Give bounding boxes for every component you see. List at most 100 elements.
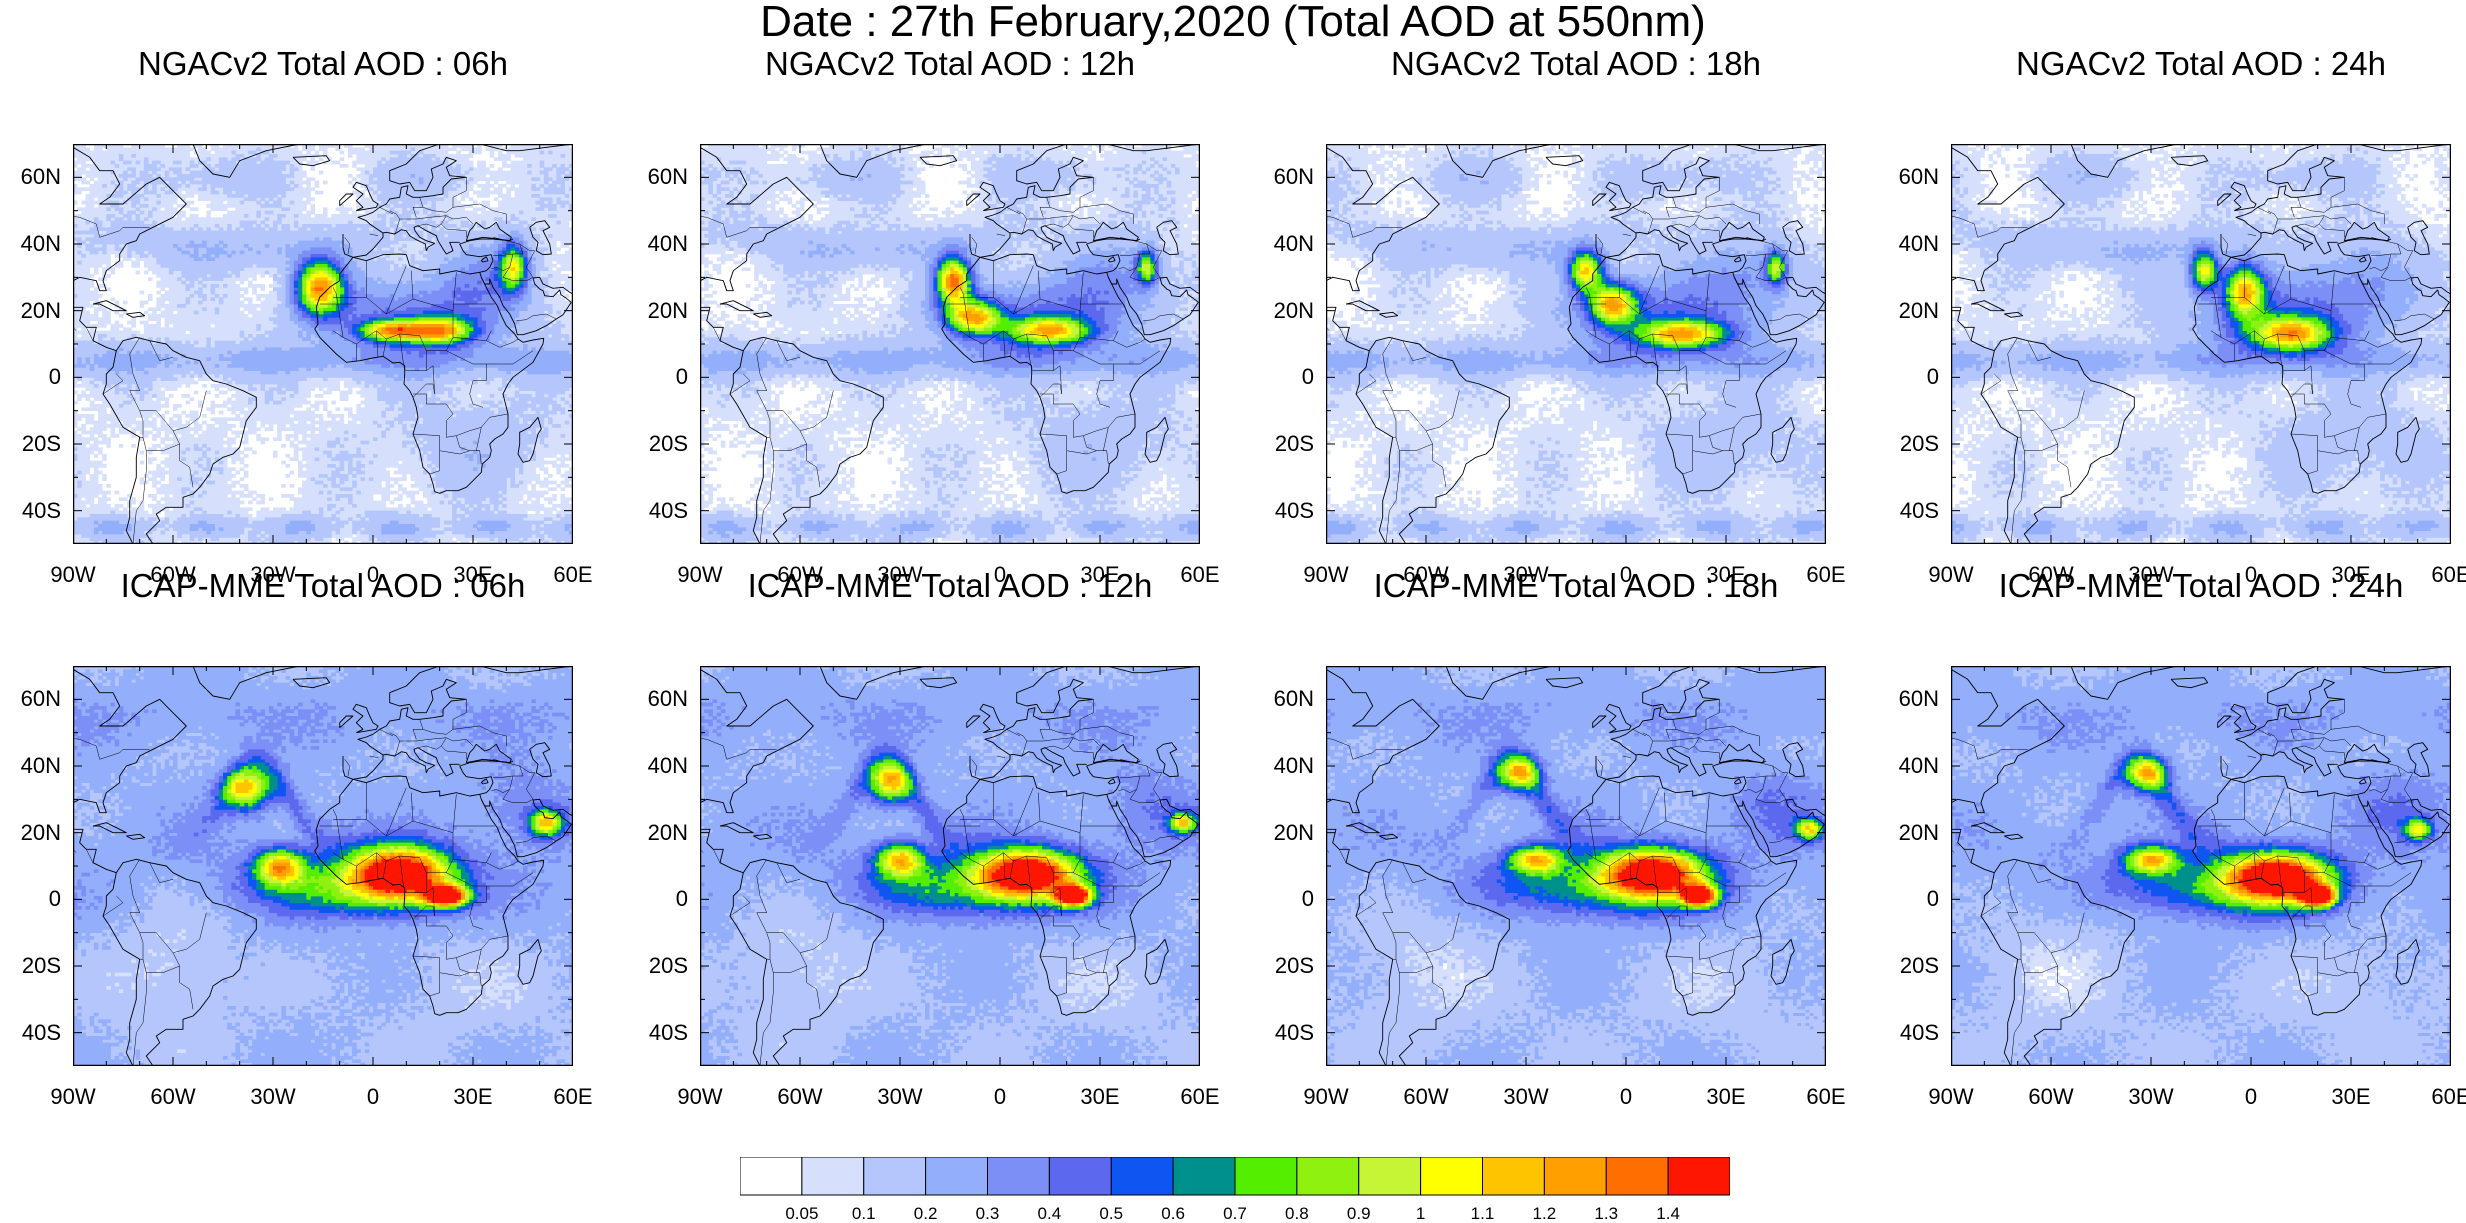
lon-tick-label: 90W: [677, 562, 723, 587]
coastline: [1595, 666, 1826, 780]
country-border: [1652, 855, 1688, 917]
lon-tick-label: 30W: [2128, 1084, 2174, 1109]
country-border: [2397, 243, 2413, 278]
coastline: [969, 144, 1200, 258]
country-border: [1139, 872, 1161, 887]
country-border: [2290, 383, 2313, 398]
country-border: [2394, 313, 2435, 321]
map-panel: ICAP-MME Total AOD : 24h 60N 40N 20N 0 20S 40S…: [1899, 568, 2466, 1108]
coastline: [2170, 677, 2209, 689]
lon-tick-label: 30E: [2331, 1084, 2371, 1109]
country-border: [1096, 886, 1114, 930]
country-border: [456, 957, 470, 973]
coastline: [2070, 666, 2179, 700]
coastline: [1345, 300, 1380, 312]
country-border: [1675, 719, 1707, 735]
coastline: [2230, 181, 2257, 212]
panel-title: ICAP-MME Total AOD : 12h: [747, 567, 1153, 604]
country-border: [1021, 218, 1027, 235]
country-border: [512, 350, 534, 365]
country-border: [799, 390, 834, 431]
colorbar-tick-label: 1.4: [1656, 1204, 1680, 1223]
panel-title: NGACv2 Total AOD : 12h: [765, 45, 1135, 82]
country-border: [1666, 915, 1762, 960]
country-border: [1632, 729, 1647, 737]
lon-tick-label: 60W: [1403, 1084, 1449, 1109]
country-border: [86, 327, 94, 341]
lon-tick-label: 60E: [553, 1084, 593, 1109]
country-border: [1039, 383, 1062, 398]
country-border: [369, 755, 379, 758]
country-border: [491, 775, 514, 793]
aod-field: [1951, 144, 2451, 544]
country-border: [417, 745, 442, 750]
country-border: [2390, 872, 2412, 887]
country-border: [1705, 177, 1720, 198]
coastline: [2004, 833, 2024, 840]
country-border: [516, 313, 557, 321]
country-border: [971, 759, 977, 777]
map-panel: ICAP-MME Total AOD : 18h 60N 40N 20N 0 20S 40S…: [1274, 568, 1846, 1108]
coastline: [2260, 747, 2338, 777]
country-border: [1745, 237, 1777, 256]
country-border: [2027, 862, 2052, 883]
lat-tick-label: 20N: [20, 297, 61, 323]
lat-tick-label: 20N: [647, 297, 688, 323]
country-border: [1597, 759, 1603, 777]
country-border: [1079, 699, 1094, 720]
lon-tick-label: 30W: [877, 1084, 923, 1109]
map-panel: ICAP-MME Total AOD : 06h 60N 40N 20N 0 20S 40S…: [21, 568, 593, 1108]
country-border: [2397, 765, 2413, 800]
country-border: [1709, 957, 1723, 973]
country-border: [700, 738, 777, 760]
panel-title: ICAP-MME Total AOD : 18h: [1373, 567, 1779, 604]
country-border: [412, 719, 424, 740]
country-border: [1013, 265, 1034, 315]
country-border: [399, 333, 435, 395]
country-border: [1705, 272, 1710, 311]
country-border: [486, 338, 519, 348]
lon-tick-label: 60E: [553, 562, 593, 587]
lat-tick-label: 40N: [1273, 753, 1314, 778]
coastline: [1092, 743, 1139, 764]
coastline: [459, 760, 514, 795]
coastline: [73, 146, 187, 352]
country-border: [1670, 223, 1695, 228]
coastline: [126, 311, 146, 318]
aod-map: [700, 144, 1200, 544]
lat-tick-label: 20N: [1273, 819, 1314, 845]
lon-tick-label: 30W: [1503, 1084, 1549, 1109]
lat-tick-label: 20S: [1274, 953, 1314, 978]
lon-tick-label: 30E: [453, 562, 493, 587]
lon-tick-label: 90W: [1928, 562, 1974, 587]
country-border: [2290, 955, 2318, 997]
country-border: [1622, 233, 1632, 236]
aod-map: [700, 666, 1200, 1066]
country-border: [1079, 272, 1084, 311]
country-border: [2290, 197, 2302, 218]
map-frame: [1326, 666, 1826, 1066]
country-border: [2254, 852, 2257, 880]
coastline: [1345, 822, 1380, 834]
colorbar: [740, 1157, 1730, 1196]
country-border: [469, 886, 487, 930]
country-border: [1639, 787, 1660, 837]
lon-tick-label: 0: [2244, 1084, 2258, 1109]
coastline: [1733, 256, 1742, 263]
country-border: [411, 270, 414, 300]
coastline: [517, 417, 542, 463]
lat-tick-label: 20N: [1273, 297, 1314, 323]
country-border: [971, 237, 977, 255]
lon-tick-label: 0: [366, 1084, 380, 1109]
country-border: [413, 393, 509, 438]
lon-tick-label: 0: [366, 562, 380, 587]
country-border: [1675, 197, 1707, 213]
lon-tick-label: 60E: [1806, 562, 1846, 587]
lat-tick-label: 60N: [1898, 164, 1939, 190]
lon-tick-label: 60E: [1180, 1084, 1220, 1109]
lon-tick-label: 30E: [453, 1084, 493, 1109]
map-panel: NGACv2 Total AOD : 12h 60N 40N 20N 0 20S 40S 90…: [648, 46, 1220, 586]
aod-field: [700, 666, 1200, 1066]
map-panel: ICAP-MME Total AOD : 12h 60N 40N 20N 0 20S 40S…: [648, 568, 1220, 1108]
country-border: [149, 862, 174, 883]
